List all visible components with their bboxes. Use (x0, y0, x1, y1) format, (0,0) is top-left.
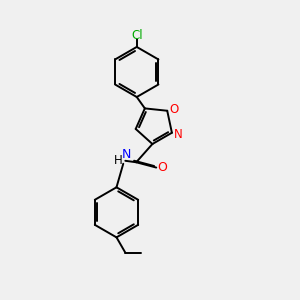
Text: O: O (157, 161, 167, 174)
Text: Cl: Cl (131, 29, 142, 42)
Text: O: O (169, 103, 178, 116)
Text: N: N (122, 148, 131, 161)
Text: H: H (114, 154, 122, 167)
Text: N: N (174, 128, 183, 141)
